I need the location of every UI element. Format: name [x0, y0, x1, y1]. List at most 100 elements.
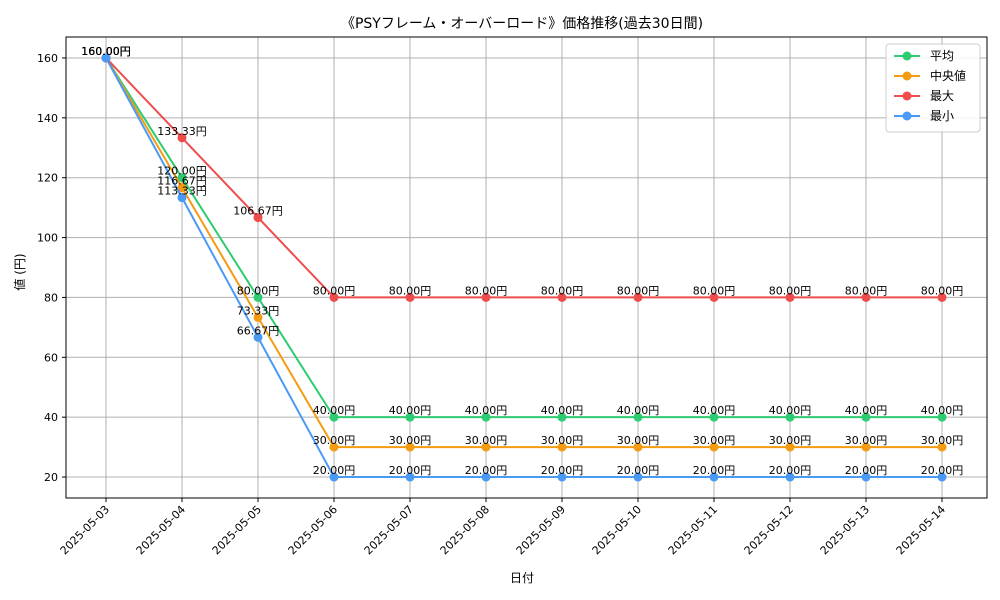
data-point	[253, 332, 263, 342]
data-label: 30.00円	[389, 434, 432, 447]
data-label: 40.00円	[769, 404, 812, 417]
data-point	[785, 292, 795, 302]
data-point	[405, 412, 415, 422]
legend-marker	[902, 51, 912, 61]
data-label: 160.00円	[81, 45, 131, 58]
data-label: 40.00円	[921, 404, 964, 417]
data-label: 116.67円	[157, 175, 207, 188]
data-label: 20.00円	[313, 464, 356, 477]
data-point	[557, 292, 567, 302]
data-point	[861, 412, 871, 422]
data-label: 20.00円	[389, 464, 432, 477]
data-label: 80.00円	[693, 284, 736, 297]
data-label: 40.00円	[541, 404, 584, 417]
data-point	[937, 442, 947, 452]
data-label: 80.00円	[541, 284, 584, 297]
data-label: 160.00円	[81, 45, 131, 58]
legend-label: 最小	[930, 109, 954, 123]
legend-label: 最大	[930, 89, 954, 103]
data-point	[709, 412, 719, 422]
data-label: 30.00円	[921, 434, 964, 447]
data-point	[937, 412, 947, 422]
data-point	[177, 133, 187, 143]
y-tick-label: 140	[37, 112, 58, 125]
data-point	[481, 412, 491, 422]
data-point	[861, 292, 871, 302]
data-point	[405, 442, 415, 452]
data-label: 40.00円	[389, 404, 432, 417]
data-label: 160.00円	[81, 45, 131, 58]
data-point	[557, 442, 567, 452]
data-label: 20.00円	[845, 464, 888, 477]
data-point	[633, 472, 643, 482]
data-label: 73.33円	[237, 304, 280, 317]
data-label: 120.00円	[157, 165, 207, 178]
data-label: 40.00円	[465, 404, 508, 417]
data-label: 20.00円	[921, 464, 964, 477]
legend-marker	[902, 71, 912, 81]
data-point	[329, 442, 339, 452]
series-line	[105, 57, 942, 419]
data-label: 40.00円	[693, 404, 736, 417]
x-axis-label: 日付	[510, 571, 534, 585]
legend-marker	[902, 91, 912, 101]
legend-box	[885, 43, 981, 133]
data-point	[177, 183, 187, 193]
data-point	[785, 412, 795, 422]
data-label: 30.00円	[541, 434, 584, 447]
data-label: 80.00円	[237, 284, 280, 297]
data-label: 30.00円	[465, 434, 508, 447]
data-point	[557, 472, 567, 482]
series-line	[105, 57, 942, 479]
data-label: 30.00円	[313, 434, 356, 447]
data-point	[937, 292, 947, 302]
data-label: 113.33円	[157, 185, 207, 198]
y-axis-label: 値 (円)	[12, 253, 27, 290]
data-point	[329, 292, 339, 302]
data-point	[481, 292, 491, 302]
data-point	[937, 472, 947, 482]
data-label: 20.00円	[541, 464, 584, 477]
data-point	[709, 442, 719, 452]
legend-marker	[902, 111, 912, 121]
data-point	[481, 442, 491, 452]
data-point	[253, 312, 263, 322]
y-tick-label: 20	[44, 471, 58, 484]
data-label: 80.00円	[769, 284, 812, 297]
data-label: 106.67円	[233, 205, 283, 218]
data-label: 80.00円	[313, 284, 356, 297]
data-label: 80.00円	[617, 284, 660, 297]
data-point	[633, 412, 643, 422]
data-label: 40.00円	[845, 404, 888, 417]
data-label: 160.00円	[81, 45, 131, 58]
series-layer	[101, 53, 947, 482]
data-point	[177, 173, 187, 183]
data-label: 40.00円	[313, 404, 356, 417]
data-point	[101, 53, 111, 63]
data-label: 80.00円	[845, 284, 888, 297]
data-labels: 160.00円 120.00円 80.00円 40.00円 40.00円 40.00円 40…	[81, 45, 963, 477]
data-point	[785, 442, 795, 452]
y-tick-label: 40	[44, 411, 58, 424]
data-label: 40.00円	[617, 404, 660, 417]
y-tick-label: 60	[44, 351, 58, 364]
data-label: 30.00円	[769, 434, 812, 447]
data-point	[405, 292, 415, 302]
data-label: 30.00円	[693, 434, 736, 447]
y-tick-label: 120	[37, 172, 58, 185]
data-label: 133.33円	[157, 125, 207, 138]
data-point	[861, 472, 871, 482]
data-point	[329, 472, 339, 482]
data-point	[709, 292, 719, 302]
data-point	[557, 412, 567, 422]
data-label: 30.00円	[845, 434, 888, 447]
data-label: 80.00円	[389, 284, 432, 297]
data-point	[253, 213, 263, 223]
data-label: 20.00円	[617, 464, 660, 477]
data-label: 20.00円	[465, 464, 508, 477]
data-point	[633, 442, 643, 452]
data-label: 20.00円	[769, 464, 812, 477]
